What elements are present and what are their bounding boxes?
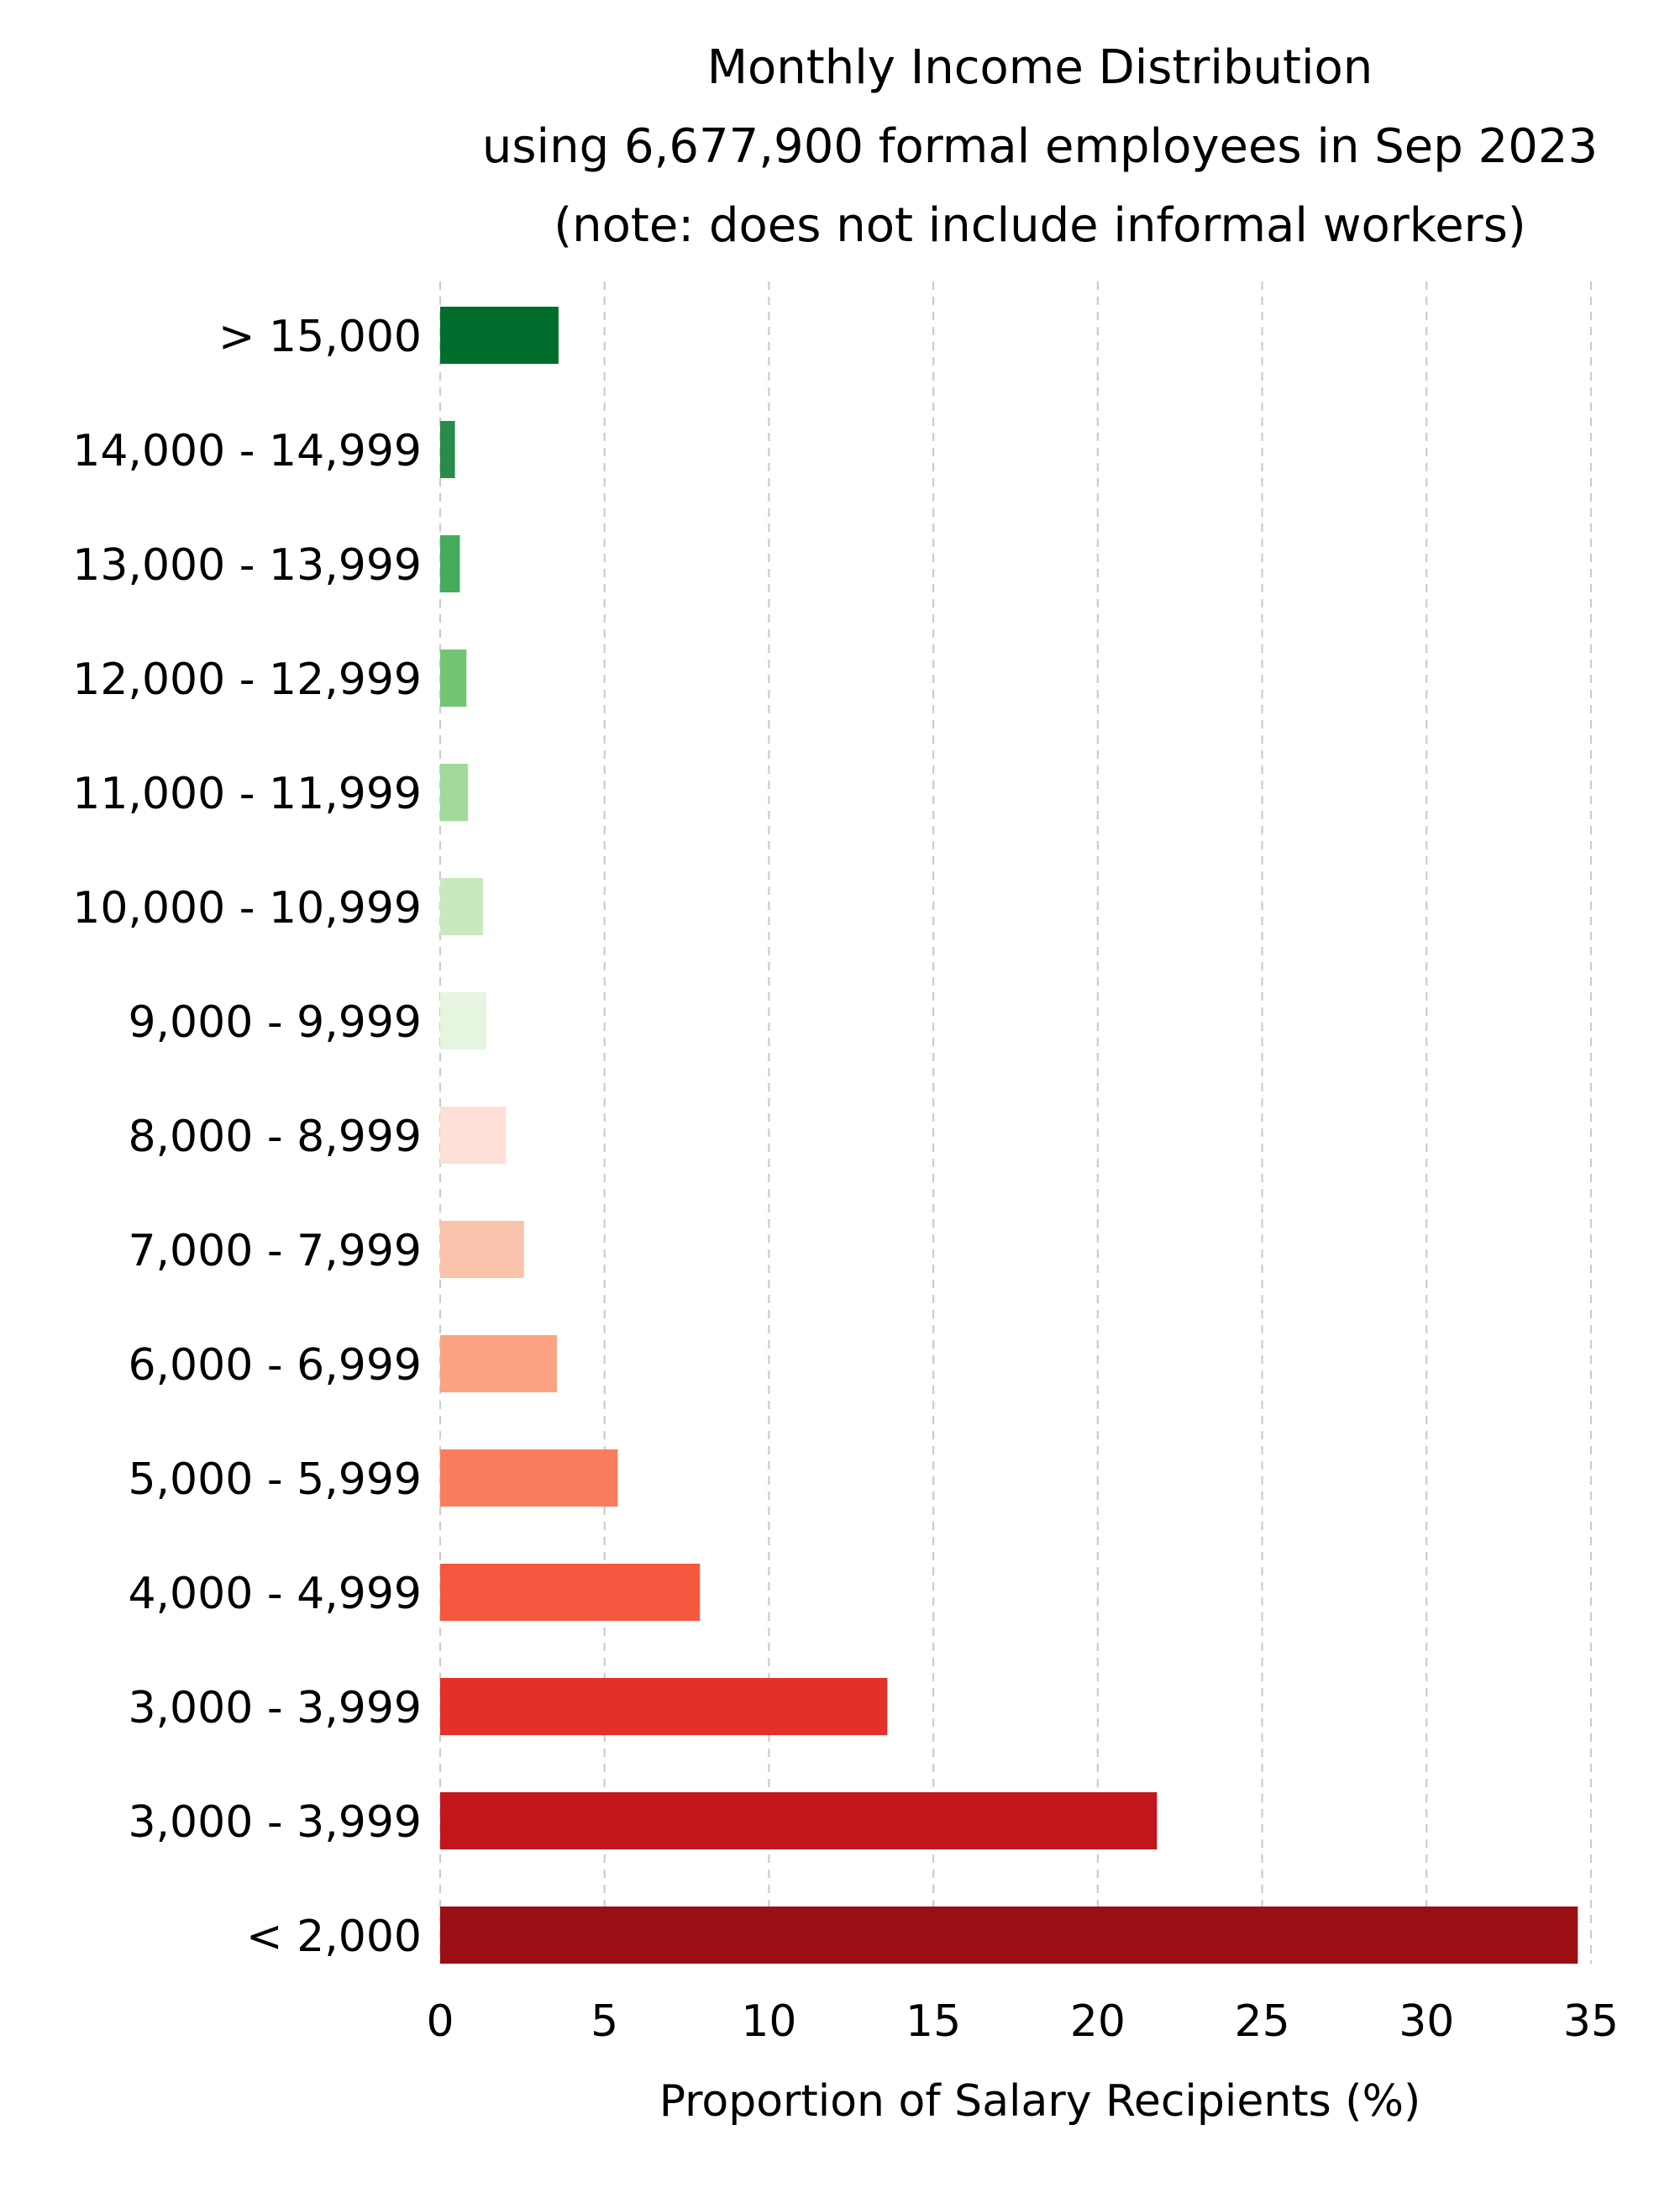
x-tick-labels: 0 5 10 15 20 25 30 35	[426, 1996, 1619, 2047]
chart-title: Monthly Income Distribution using 6,677,…	[482, 40, 1598, 253]
bar-11	[440, 1564, 701, 1621]
y-tick-label-1: 14,000 - 14,999	[72, 426, 422, 476]
bar-8	[440, 1221, 524, 1278]
y-tick-labels: > 15,000 14,000 - 14,999 13,000 - 13,999 12…	[72, 312, 422, 1962]
y-tick-label-5: 10,000 - 10,999	[72, 883, 422, 934]
bar-9	[440, 1335, 557, 1392]
x-tick-label-20: 20	[1070, 1996, 1126, 2047]
x-tick-label-0: 0	[426, 1996, 454, 2047]
bar-1	[440, 421, 455, 478]
bar-13	[440, 1792, 1158, 1849]
y-tick-label-9: 6,000 - 6,999	[128, 1340, 422, 1391]
y-tick-label-6: 9,000 - 9,999	[128, 997, 422, 1048]
chart-title-line-2: using 6,677,900 formal employees in Sep …	[482, 119, 1598, 174]
y-tick-label-11: 4,000 - 4,999	[128, 1569, 422, 1619]
bars	[440, 307, 1578, 1964]
x-tick-label-30: 30	[1399, 1996, 1454, 2047]
x-axis-label: Proportion of Salary Recipients (%)	[659, 2076, 1421, 2127]
bar-10	[440, 1449, 618, 1507]
y-tick-label-3: 12,000 - 12,999	[72, 655, 422, 705]
bar-0	[440, 307, 559, 364]
chart-title-line-3: (note: does not include informal workers…	[554, 198, 1525, 253]
bar-5	[440, 878, 483, 935]
y-tick-label-14: < 2,000	[246, 1912, 422, 1962]
bar-14	[440, 1907, 1578, 1964]
y-tick-label-10: 5,000 - 5,999	[128, 1454, 422, 1505]
x-tick-label-35: 35	[1563, 1996, 1619, 2047]
bar-3	[440, 650, 467, 707]
x-tick-label-25: 25	[1234, 1996, 1289, 2047]
bar-12	[440, 1678, 888, 1735]
bar-7	[440, 1107, 507, 1164]
x-tick-label-10: 10	[741, 1996, 796, 2047]
y-tick-label-4: 11,000 - 11,999	[72, 769, 422, 819]
bar-4	[440, 764, 469, 821]
y-tick-label-0: > 15,000	[218, 312, 422, 362]
y-tick-label-13: 3,000 - 3,999	[128, 1797, 422, 1848]
x-tick-label-15: 15	[906, 1996, 961, 2047]
y-tick-label-2: 13,000 - 13,999	[72, 540, 422, 591]
bar-2	[440, 535, 460, 592]
bar-6	[440, 992, 486, 1049]
y-tick-label-8: 7,000 - 7,999	[128, 1226, 422, 1276]
y-tick-label-7: 8,000 - 8,999	[128, 1112, 422, 1162]
y-tick-label-12: 3,000 - 3,999	[128, 1683, 422, 1733]
x-tick-label-5: 5	[591, 1996, 618, 2047]
chart-title-line-1: Monthly Income Distribution	[707, 40, 1373, 95]
